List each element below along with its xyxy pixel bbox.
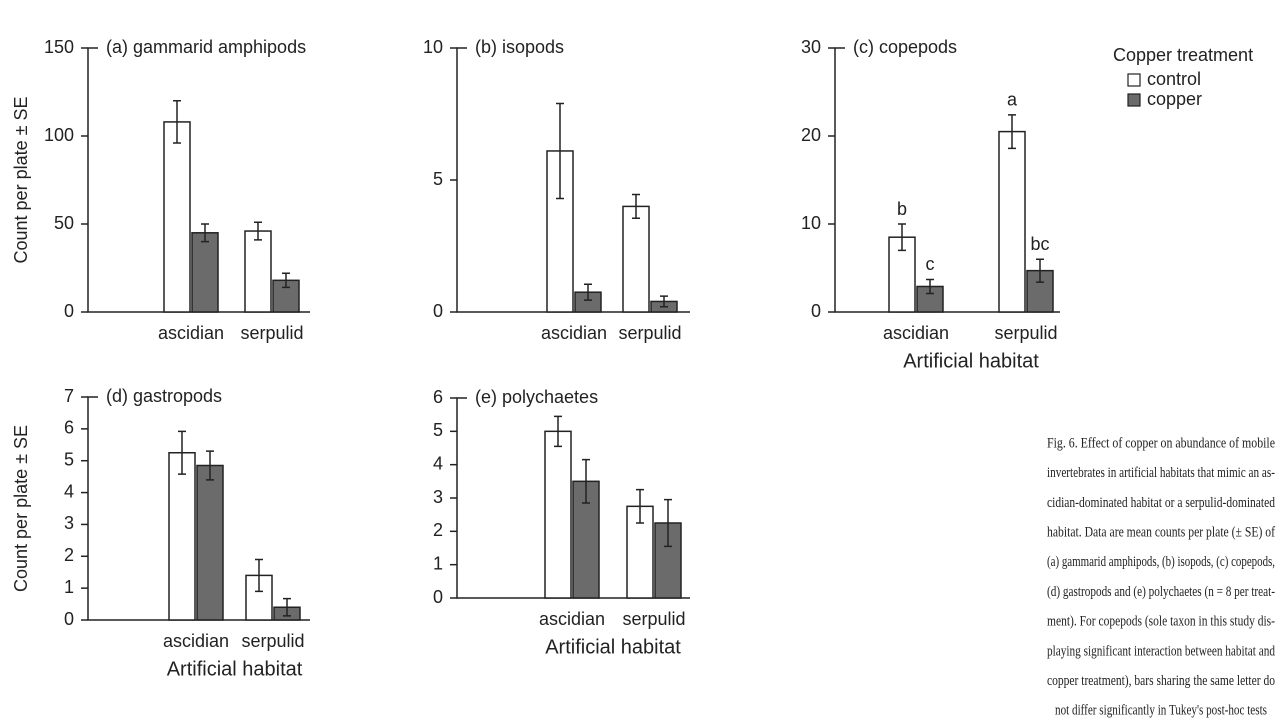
y-tick-label: 0 <box>433 587 443 607</box>
error-bar <box>556 102 564 200</box>
panel-title: (a) gammarid amphipods <box>106 37 306 57</box>
caption-line: (a) gammarid amphipods, (b) isopods, (c)… <box>1047 554 1275 570</box>
bar <box>622 205 650 313</box>
legend-title: Copper treatment <box>1113 45 1253 65</box>
error-bar <box>898 223 906 252</box>
caption-line: habitat. Data are mean counts per plate … <box>1047 525 1275 541</box>
x-tick-label: ascidian <box>883 323 949 343</box>
y-tick-label: 4 <box>433 453 443 473</box>
y-tick-label: 30 <box>801 37 821 57</box>
y-axis-label: Count per plate ± SE <box>11 425 31 592</box>
x-tick-label: serpulid <box>240 323 303 343</box>
x-tick-label: ascidian <box>163 631 229 651</box>
y-tick-label: 150 <box>44 37 74 57</box>
error-bar <box>664 498 672 548</box>
panel-title: (c) copepods <box>853 37 957 57</box>
x-axis-label: Artificial habitat <box>903 350 1039 372</box>
y-tick-label: 5 <box>433 420 443 440</box>
y-tick-label: 50 <box>54 213 74 233</box>
significance-letter: c <box>926 254 935 274</box>
y-tick-label: 0 <box>433 301 443 321</box>
panel-title: (b) isopods <box>475 37 564 57</box>
x-axis-label: Artificial habitat <box>167 658 303 680</box>
caption-line: not differ significantly in Tukey's post… <box>1055 703 1267 719</box>
y-tick-label: 20 <box>801 125 821 145</box>
legend-label: copper <box>1147 89 1202 109</box>
bar <box>272 279 300 313</box>
x-axis-label: Artificial habitat <box>545 636 681 658</box>
bar <box>245 574 273 621</box>
y-tick-label: 100 <box>44 125 74 145</box>
bar <box>544 430 572 599</box>
error-bar <box>254 221 262 241</box>
caption-line: playing significant interaction between … <box>1047 643 1275 659</box>
y-tick-label: 2 <box>433 520 443 540</box>
y-tick-label: 7 <box>64 386 74 406</box>
bar <box>191 232 219 313</box>
bar <box>168 452 196 621</box>
error-bar <box>554 415 562 448</box>
error-bar <box>255 558 263 593</box>
significance-letter: b <box>897 199 907 219</box>
error-bar <box>178 430 186 475</box>
error-bar <box>201 223 209 243</box>
legend-swatch <box>1127 93 1141 107</box>
error-bar <box>660 295 668 308</box>
y-tick-label: 0 <box>811 301 821 321</box>
error-bar <box>282 272 290 289</box>
error-bar <box>582 458 590 504</box>
error-bar <box>632 193 640 220</box>
y-tick-label: 10 <box>801 213 821 233</box>
caption-line: copper treatment), bars sharing the same… <box>1047 673 1275 689</box>
error-bar <box>283 597 291 617</box>
error-bar <box>206 450 214 481</box>
bar <box>998 130 1026 313</box>
bar <box>196 464 224 621</box>
axis <box>834 47 1060 313</box>
bar <box>244 230 272 313</box>
error-bar <box>584 283 592 301</box>
y-tick-label: 5 <box>64 449 74 469</box>
significance-letter: a <box>1007 90 1018 110</box>
x-tick-label: ascidian <box>541 323 607 343</box>
caption-line: ment). For copepods (sole taxon in this … <box>1047 614 1275 630</box>
y-tick-label: 5 <box>433 169 443 189</box>
y-tick-label: 6 <box>64 418 74 438</box>
x-tick-label: ascidian <box>539 609 605 629</box>
y-tick-label: 0 <box>64 301 74 321</box>
y-tick-label: 1 <box>64 577 74 597</box>
y-tick-label: 2 <box>64 545 74 565</box>
caption-line: (d) gastropods and (e) polychaetes (n = … <box>1047 584 1275 600</box>
error-bar <box>1008 114 1016 150</box>
y-tick-label: 6 <box>433 387 443 407</box>
error-bar <box>173 100 181 144</box>
panel-title: (d) gastropods <box>106 386 222 406</box>
x-tick-label: serpulid <box>622 609 685 629</box>
legend-swatch <box>1127 73 1141 87</box>
y-axis-label: Count per plate ± SE <box>11 97 31 264</box>
y-tick-label: 3 <box>433 487 443 507</box>
panel-title: (e) polychaetes <box>475 387 598 407</box>
caption-line: Fig. 6. Effect of copper on abundance of… <box>1047 435 1275 451</box>
y-tick-label: 4 <box>64 481 74 501</box>
y-tick-label: 0 <box>64 609 74 629</box>
bar <box>163 121 191 313</box>
y-tick-label: 10 <box>423 37 443 57</box>
legend-label: control <box>1147 69 1201 89</box>
x-tick-label: serpulid <box>241 631 304 651</box>
error-bar <box>636 488 644 524</box>
error-bar <box>1036 258 1044 283</box>
x-tick-label: serpulid <box>618 323 681 343</box>
y-tick-label: 1 <box>433 553 443 573</box>
error-bar <box>926 278 934 295</box>
x-tick-label: serpulid <box>994 323 1057 343</box>
y-tick-label: 3 <box>64 513 74 533</box>
caption-line: invertebrates in artificial habitats tha… <box>1047 465 1275 481</box>
x-tick-label: ascidian <box>158 323 224 343</box>
significance-letter: bc <box>1030 234 1049 254</box>
caption-line: cidian-dominated habitat or a serpulid-d… <box>1047 495 1275 511</box>
